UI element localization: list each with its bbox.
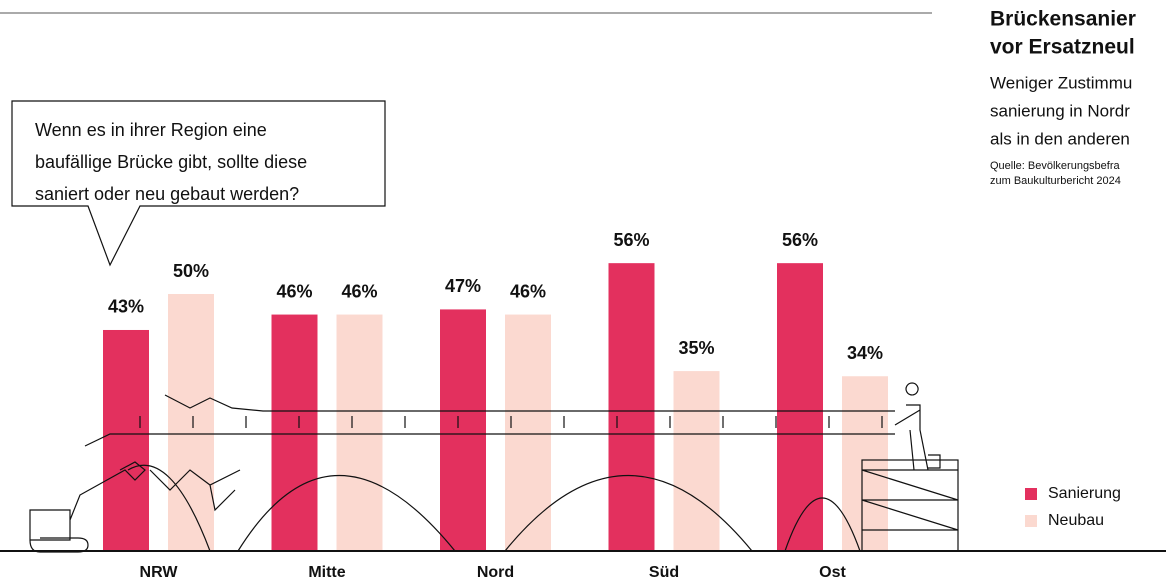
bar — [336, 314, 383, 551]
value-label: 35% — [678, 338, 714, 358]
bars — [103, 263, 888, 551]
value-label: 56% — [613, 230, 649, 250]
value-label: 46% — [276, 281, 312, 301]
title: vor Ersatzneul — [990, 36, 1135, 59]
question-text: Wenn es in ihrer Region eine — [35, 120, 267, 140]
bar — [608, 263, 655, 551]
x-tick-label: NRW — [140, 564, 179, 581]
bar — [777, 263, 823, 551]
bar — [440, 309, 486, 551]
bar — [673, 371, 720, 551]
source: Quelle: Bevölkerungsbefra — [990, 160, 1121, 172]
value-label: 46% — [341, 281, 377, 301]
bar — [505, 314, 551, 551]
value-label: 43% — [108, 297, 144, 317]
x-tick-label: Mitte — [308, 564, 345, 581]
legend-label: Sanierung — [1048, 485, 1121, 502]
bridge-illustration — [29, 382, 959, 553]
title: Brückensanier — [990, 8, 1136, 31]
bar — [271, 314, 318, 551]
x-tick-label: Ost — [819, 564, 846, 581]
x-tick-label: Nord — [477, 564, 514, 581]
legend-swatch — [1025, 488, 1037, 500]
subtitle: sanierung in Nordr — [990, 101, 1130, 120]
bar — [842, 376, 888, 551]
callout-box — [11, 100, 386, 267]
value-label: 56% — [782, 230, 818, 250]
legend-swatch — [1025, 515, 1037, 527]
value-label: 50% — [173, 261, 209, 281]
question-text: saniert oder neu gebaut werden? — [35, 184, 299, 204]
bar — [168, 294, 214, 551]
x-tick-label: Süd — [649, 564, 679, 581]
subtitle: Weniger Zustimmu — [990, 73, 1132, 92]
value-label: 34% — [847, 343, 883, 363]
bar — [103, 329, 149, 551]
legend-label: Neubau — [1048, 512, 1104, 529]
source: zum Baukulturbericht 2024 — [990, 175, 1121, 187]
subtitle: als in den anderen — [990, 129, 1130, 148]
value-label: 46% — [510, 281, 546, 301]
value-label: 47% — [445, 276, 481, 296]
question-text: baufällige Brücke gibt, sollte diese — [35, 152, 307, 172]
